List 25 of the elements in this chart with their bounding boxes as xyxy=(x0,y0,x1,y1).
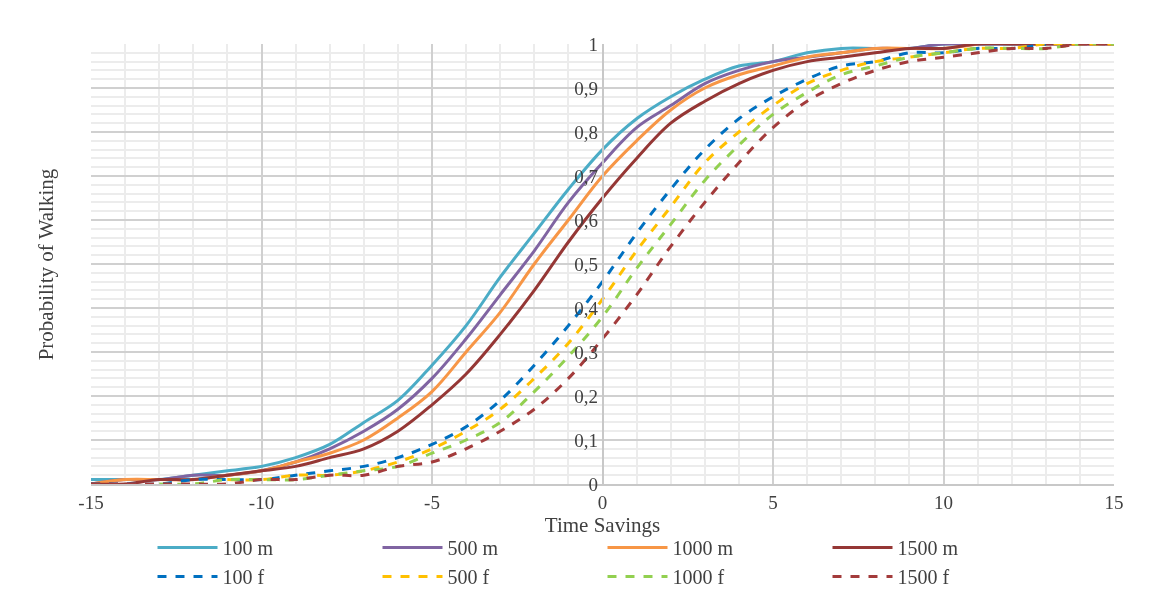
x-axis-title: Time Savings xyxy=(544,512,661,537)
legend-label: 1000 f xyxy=(672,566,725,589)
y-tick-label: 0,5 xyxy=(574,253,598,275)
legend-label: 500 f xyxy=(447,566,490,589)
legend-label: 100 f xyxy=(222,566,265,589)
y-tick-label: 0,1 xyxy=(574,429,598,451)
legend-label: 1500 f xyxy=(897,566,950,589)
x-tick-label: 15 xyxy=(1104,491,1124,513)
y-tick-label: 1 xyxy=(588,33,598,55)
x-tick-label: -5 xyxy=(424,491,440,513)
y-tick-label: 0 xyxy=(588,473,598,495)
y-tick-label: 0,8 xyxy=(574,121,598,143)
x-tick-label: -15 xyxy=(78,491,104,513)
y-tick-label: 0,9 xyxy=(574,77,598,99)
y-tick-label: 0,3 xyxy=(574,341,598,363)
y-tick-label: 0,2 xyxy=(574,385,598,407)
legend-label: 1500 m xyxy=(897,537,959,560)
legend-label: 500 m xyxy=(447,537,499,560)
legend-label: 100 m xyxy=(222,537,274,560)
y-axis-title: Probability of Walking xyxy=(34,168,59,361)
x-tick-label: -10 xyxy=(248,491,275,513)
x-tick-label: 10 xyxy=(934,491,953,513)
x-tick-label: 5 xyxy=(768,491,778,513)
legend-label: 1000 m xyxy=(672,537,734,560)
y-tick-label: 0,4 xyxy=(574,297,599,319)
